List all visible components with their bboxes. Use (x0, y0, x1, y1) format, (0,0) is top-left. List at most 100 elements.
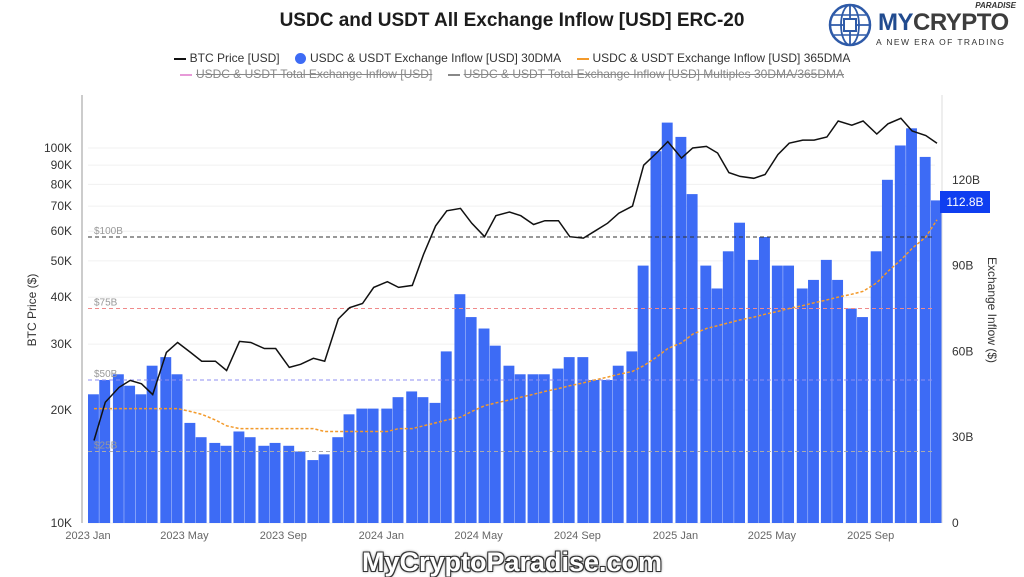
logo-wordmark: MYCRYPTO (878, 11, 1009, 35)
inflow-bar (771, 265, 783, 523)
left-tick-label: 100K (44, 141, 72, 155)
legend-label: USDC & USDT Total Exchange Inflow [USD] (195, 67, 433, 81)
inflow-bar (930, 200, 942, 523)
inflow-bar (283, 445, 295, 523)
left-axis-title: BTC Price ($) (25, 274, 39, 347)
reference-lines: $100B $75B $50B $25B (88, 226, 935, 452)
reference-label: $50B (94, 369, 118, 380)
btc-price-line (93, 117, 938, 441)
inflow-bar (332, 437, 344, 523)
legend-label: USDC & USDT Total Exchange Inflow [USD] … (463, 67, 845, 81)
inflow-bar (686, 194, 698, 523)
inflow-bar (112, 374, 124, 523)
left-tick-label: 50K (51, 254, 72, 268)
axes: 10K 20K 30K 40K 50K 60K 70K 80K 90K 100K 0 30B 60B 90… (25, 95, 999, 542)
inflow-bar (650, 151, 662, 523)
left-tick-label: 20K (51, 403, 72, 417)
logo-my: MY (878, 9, 914, 36)
inflow-bar (906, 128, 917, 523)
inflow-bar (269, 442, 281, 523)
series-lines (93, 117, 938, 441)
legend-inflow-30dma[interactable]: USDC & USDT Exchange Inflow [USD] 30DMA (294, 51, 562, 65)
inflow-bar (307, 460, 319, 523)
left-tick-label: 40K (51, 290, 72, 304)
inflow-bar (318, 454, 330, 523)
inflow-bar (563, 357, 575, 523)
x-tick-label: 2024 Sep (554, 530, 601, 542)
inflow-bar (135, 394, 147, 523)
inflow-bar (796, 288, 808, 523)
inflow-bar (626, 351, 638, 523)
legend-label: USDC & USDT Exchange Inflow [USD] 30DMA (309, 51, 562, 65)
inflow-bar (220, 445, 232, 523)
inflow-bar (489, 345, 501, 523)
x-tick-label: 2023 Jan (65, 530, 110, 542)
inflow-bar (171, 374, 183, 523)
right-tick-label: 120B (952, 173, 980, 187)
inflow-bar (454, 294, 466, 523)
legend-row-2: USDC & USDT Total Exchange Inflow [USD] … (0, 67, 1024, 81)
inflow-bar (577, 357, 589, 523)
inflow-bar (356, 408, 368, 523)
inflow-bar (160, 357, 172, 523)
inflow-bar (244, 437, 256, 523)
legend-total-inflow[interactable]: USDC & USDT Total Exchange Inflow [USD] (179, 67, 433, 81)
inflow-bar (343, 414, 355, 523)
legend-multiples[interactable]: USDC & USDT Total Exchange Inflow [USD] … (447, 67, 845, 81)
inflow-bar (381, 408, 393, 523)
inflow-bar (233, 431, 245, 523)
inflow-bar (845, 308, 857, 523)
left-tick-label: 30K (51, 337, 72, 351)
watermark: MyCryptoParadise.com (361, 547, 663, 577)
right-tick-label: 0 (952, 516, 959, 530)
inflow-bar (478, 328, 490, 523)
left-tick-label: 80K (51, 177, 72, 191)
inflow-bar (734, 222, 745, 523)
x-tick-label: 2024 Jan (359, 530, 404, 542)
inflow-bar (832, 279, 844, 523)
inflow-bar (406, 391, 418, 523)
globe-circuit-icon (828, 3, 872, 47)
x-tick-label: 2025 May (748, 530, 797, 542)
left-tick-label: 70K (51, 199, 72, 213)
left-tick-label: 10K (51, 516, 72, 530)
inflow-bar (440, 351, 452, 523)
logo-sub: PARADISE (975, 1, 1016, 10)
inflow-bar (700, 265, 712, 523)
inflow-bar (722, 251, 734, 524)
inflow-bar (870, 251, 882, 524)
inflow-bar (747, 259, 759, 523)
right-tick-label: 90B (952, 259, 973, 273)
x-tick-label: 2023 Sep (260, 530, 307, 542)
inflow-bar (503, 365, 515, 523)
right-tick-label: 30B (952, 430, 973, 444)
reference-label: $75B (94, 298, 118, 309)
inflow-bar (881, 179, 893, 524)
inflow-bar (820, 259, 832, 523)
inflow-bar (417, 397, 429, 523)
reference-label: $100B (94, 226, 123, 237)
legend-row-1: BTC Price [USD] USDC & USDT Exchange Inf… (0, 51, 1024, 65)
line-swatch-icon (173, 57, 186, 60)
legend-label: USDC & USDT Exchange Inflow [USD] 365DMA (592, 51, 851, 65)
inflow-bar (184, 422, 196, 523)
inflow-bar (367, 408, 379, 523)
inflow-bar (209, 442, 221, 523)
inflow-bar (88, 394, 99, 523)
brand-logo: PARADISE MYCRYPTO A NEW ERA OF TRADING (826, 2, 1022, 48)
line-swatch-icon (447, 73, 460, 76)
inflow-bar (675, 136, 687, 523)
legend-btc-price[interactable]: BTC Price [USD] (173, 51, 280, 65)
right-axis-title: Exchange Inflow ($) (985, 257, 999, 363)
inflow-bar (465, 317, 477, 523)
x-tick-label: 2023 May (160, 530, 209, 542)
inflow-bar (637, 265, 649, 523)
inflow-bar (808, 279, 819, 523)
dash-swatch-icon (576, 57, 589, 60)
inflow-bar (514, 374, 526, 523)
legend-inflow-365dma[interactable]: USDC & USDT Exchange Inflow [USD] 365DMA (576, 51, 851, 65)
left-tick-label: 60K (51, 224, 72, 238)
inflow-bar (552, 368, 564, 523)
inflow-bar (429, 402, 441, 523)
